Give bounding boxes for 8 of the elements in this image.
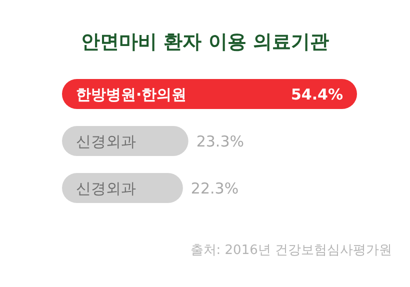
data-label: 54.4% [290, 86, 343, 104]
y-tick-label: 한방병원·한의원 [76, 86, 187, 104]
data-label: 23.3% [196, 132, 244, 150]
y-tick-label: 신경외과 [76, 132, 136, 150]
chart-title: 안면마비 환자 이용 의료기관 [81, 31, 329, 53]
y-tick-label: 신경외과 [76, 180, 136, 198]
source-note: 출처: 2016년 건강보험심사평가원 [190, 243, 392, 258]
data-label: 22.3% [190, 180, 239, 198]
